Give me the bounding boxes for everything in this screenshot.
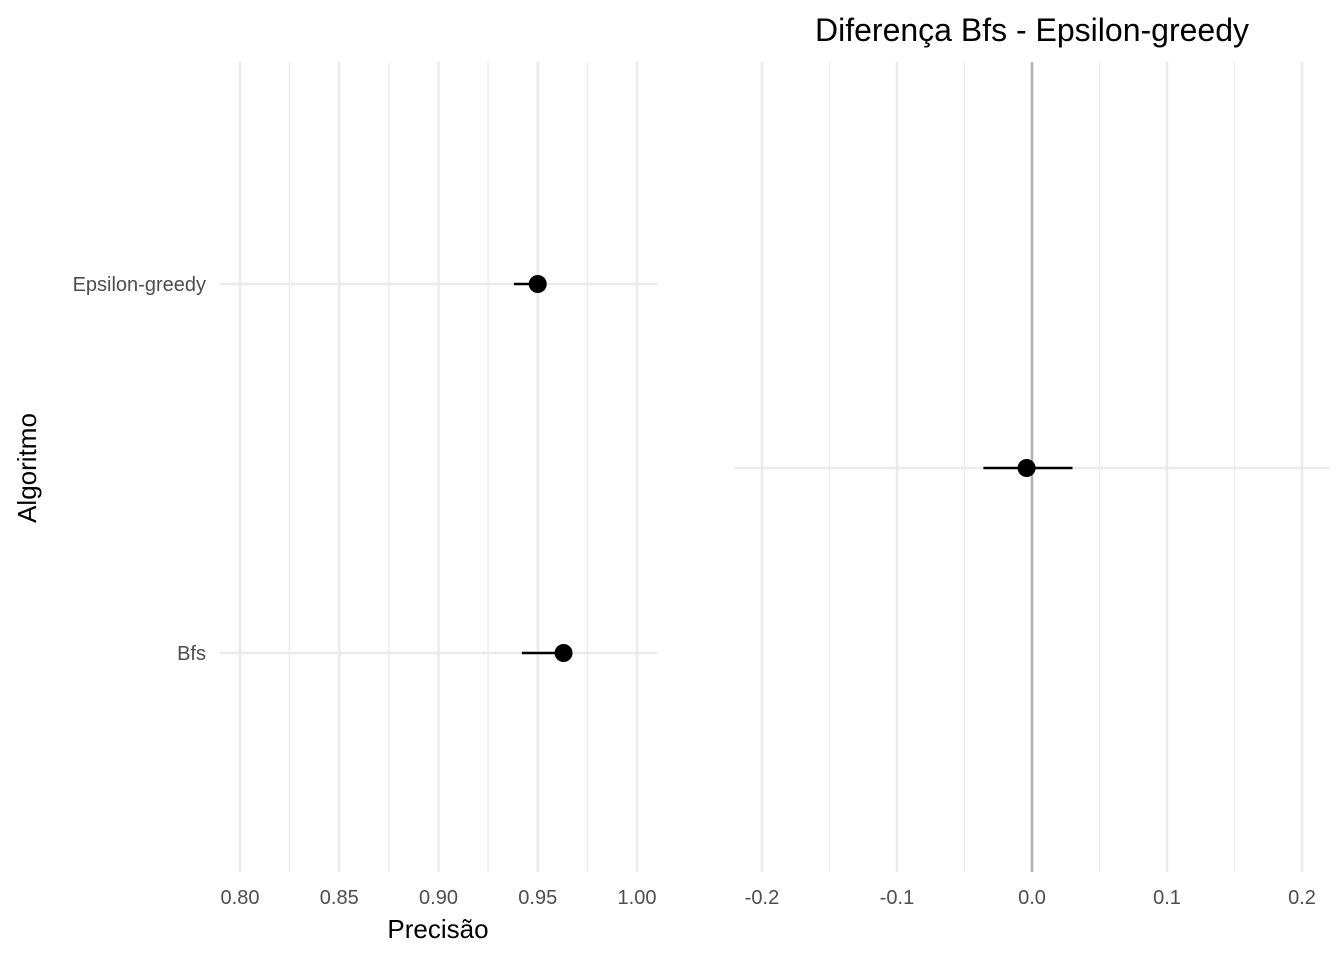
y-axis-title: Algoritmo — [12, 413, 42, 523]
algorithm-tick-label: Epsilon-greedy — [73, 274, 206, 296]
difference-panel-title: Diferença Bfs - Epsilon-greedy — [815, 12, 1249, 48]
precision-grid — [220, 62, 657, 872]
difference-tick-label: 0.2 — [1288, 887, 1316, 909]
difference-tick-label: 0.1 — [1153, 887, 1181, 909]
difference-tick-label: -0.2 — [745, 887, 779, 909]
difference-tick-labels: -0.2 -0.1 0.0 0.1 0.2 — [745, 887, 1316, 909]
algorithm-tick-label: Bfs — [177, 643, 206, 665]
difference-tick-label: -0.1 — [880, 887, 914, 909]
algorithm-tick-labels: Epsilon-greedy Bfs — [73, 274, 206, 665]
difference-grid — [735, 62, 1329, 872]
x-axis-title: Precisão — [387, 914, 488, 944]
precision-tick-label: 1.00 — [618, 887, 657, 909]
precision-point — [528, 275, 547, 293]
precision-marks — [513, 275, 573, 662]
precision-tick-label: 0.80 — [221, 887, 260, 909]
precision-tick-labels: 0.80 0.85 0.90 0.95 1.00 — [221, 887, 657, 909]
difference-marks — [983, 62, 1073, 872]
precision-panel: Epsilon-greedy Bfs 0.80 0.85 0.90 0.95 1.00 P… — [12, 62, 657, 944]
difference-tick-label: 0.0 — [1018, 887, 1046, 909]
precision-tick-label: 0.85 — [320, 887, 359, 909]
precision-tick-label: 0.90 — [419, 887, 458, 909]
difference-panel: Diferença Bfs - Epsilon-greedy -0.2 -0.1 0… — [735, 12, 1329, 909]
difference-point — [1017, 459, 1036, 477]
precision-point — [554, 644, 573, 662]
precision-tick-label: 0.95 — [518, 887, 557, 909]
